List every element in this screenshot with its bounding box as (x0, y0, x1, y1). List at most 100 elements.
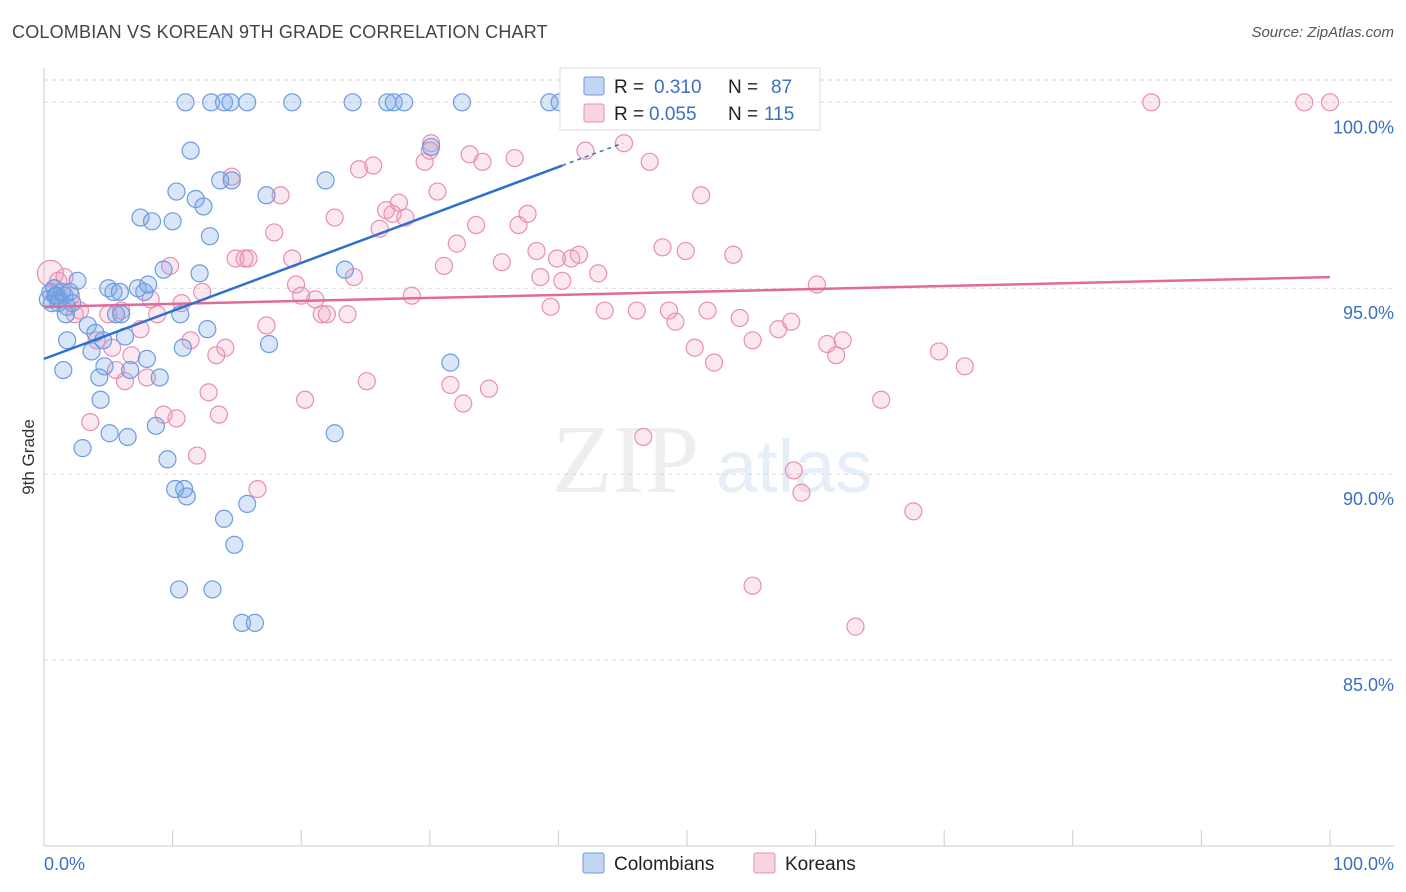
korean-point (1320, 93, 1340, 112)
korean-point (518, 204, 537, 223)
korean-point (666, 312, 685, 331)
korean-point (199, 383, 218, 402)
korean-point (576, 141, 595, 160)
legend-n-label-koreans: N = (728, 104, 758, 125)
colombian-point (257, 186, 276, 205)
korean-point (595, 301, 614, 320)
colombian-point (78, 316, 97, 335)
y-tick-label: 90.0% (1343, 489, 1394, 509)
korean-point (569, 245, 589, 264)
legend-r-colombians: 0.310 (654, 77, 702, 98)
colombian-point (259, 334, 279, 354)
series-colombians-points (38, 93, 581, 632)
korean-point (181, 331, 200, 350)
colombian-point (137, 349, 156, 368)
colombian-point (49, 294, 68, 313)
korean-point (271, 186, 290, 205)
y-tick-labels: 100.0% 95.0% 90.0% 85.0% (1333, 117, 1394, 695)
korean-point (548, 249, 567, 268)
korean-point (872, 390, 891, 409)
korean-point (466, 215, 486, 235)
korean-point (653, 238, 672, 257)
legend-box (559, 67, 821, 131)
colombian-point (154, 260, 173, 279)
colombian-point (222, 171, 241, 190)
korean-point (704, 353, 724, 372)
colombian-point (245, 613, 265, 632)
colombian-point (198, 320, 217, 339)
colombian-point (177, 487, 196, 506)
korean-point (239, 249, 258, 268)
korean-point (640, 152, 659, 171)
x-ticks (172, 830, 1331, 846)
korean-point (357, 372, 376, 391)
colombian-point (421, 137, 441, 157)
korean-point (115, 372, 135, 391)
colombian-point (158, 450, 177, 469)
korean-point (441, 375, 460, 395)
watermark-zip: ZIP (552, 406, 699, 514)
korean-point (955, 357, 974, 376)
colombian-point (540, 93, 559, 112)
korean-point (447, 234, 466, 253)
colombian-point (452, 93, 472, 112)
colombian-point (60, 282, 79, 302)
korean-point (137, 368, 156, 387)
colombian-point (202, 93, 221, 112)
colombian-point (186, 189, 205, 209)
watermark: ZIP atlas (552, 406, 872, 514)
korean-point (692, 186, 711, 205)
bottom-legend-swatch-colombians (582, 852, 605, 874)
korean-point (338, 305, 357, 324)
colombian-point (46, 286, 65, 305)
korean-point (505, 148, 524, 168)
legend-r-label-koreans: R = (614, 104, 644, 125)
colombian-point (221, 93, 240, 112)
colombian-point (150, 368, 169, 387)
korean-point (743, 576, 762, 595)
bottom-legend-label-koreans: Koreans (785, 854, 856, 875)
bottom-legend-swatch-koreans (753, 852, 776, 874)
korean-point (541, 297, 560, 316)
colombian-point (335, 260, 355, 279)
colombian-point (90, 368, 109, 387)
korean-point (312, 305, 331, 324)
korean-point (531, 267, 550, 287)
colombian-point (173, 338, 192, 357)
korean-point (454, 394, 473, 413)
colombian-point (169, 580, 189, 599)
korean-point (248, 479, 267, 499)
korean-point (209, 405, 228, 424)
korean-point (265, 223, 284, 242)
trend-line-colombians-extension (561, 142, 623, 167)
legend-swatch-koreans (583, 103, 605, 123)
korean-point (325, 208, 344, 227)
colombian-point (190, 264, 209, 283)
colombian-point (214, 93, 234, 112)
korean-point (257, 316, 276, 335)
colombian-point (82, 342, 101, 361)
bottom-legend: Colombians Koreans (582, 852, 856, 875)
korean-point (730, 308, 749, 328)
colombian-point (118, 427, 137, 447)
y-axis-title: 9th Grade (19, 419, 38, 495)
watermark-atlas: atlas (716, 425, 872, 508)
x-tick-label-max: 100.0% (1333, 854, 1394, 874)
korean-point (122, 346, 141, 365)
colombian-point (200, 227, 219, 246)
y-tick-label: 85.0% (1343, 675, 1394, 695)
korean-point (782, 312, 801, 331)
colombian-point (176, 93, 195, 112)
colombian-point (91, 390, 110, 409)
series-koreans-points (36, 93, 1340, 636)
korean-point (167, 409, 186, 428)
korean-point (216, 338, 235, 357)
korean-point (479, 379, 499, 398)
korean-point (698, 301, 717, 320)
korean-point (286, 275, 306, 294)
korean-point (743, 331, 762, 350)
colombian-point (131, 208, 150, 227)
colombian-point (232, 613, 252, 632)
korean-point (434, 256, 454, 276)
